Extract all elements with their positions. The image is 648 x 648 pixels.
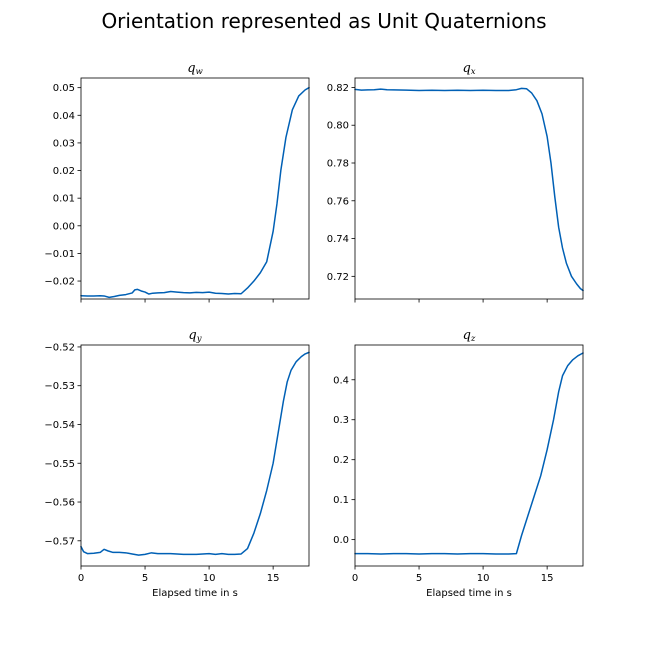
xtick-label: 5 — [416, 573, 422, 584]
ytick-label: 0.82 — [327, 83, 349, 94]
xtick-label: 5 — [142, 573, 148, 584]
ytick-label: 0.0 — [333, 535, 349, 546]
ytick-label: 0.03 — [53, 138, 75, 149]
subplot-title-base: q — [187, 61, 195, 76]
ytick-label: 0.00 — [53, 221, 75, 232]
axes-frame-qw — [80, 77, 310, 300]
subplot-qx: qx 0.72 0.74 0.76 0.78 0.80 0.82 — [327, 61, 584, 303]
ytick-label: 0.72 — [327, 272, 349, 283]
axes-frame-qy — [80, 344, 310, 567]
ytick-label: −0.52 — [44, 342, 75, 353]
ytick-label: 0.04 — [53, 111, 75, 122]
ytick-label: 0.3 — [333, 415, 349, 426]
xtick-label: 0 — [78, 573, 84, 584]
subplot-title-subscript: w — [196, 67, 204, 77]
figure-title: Orientation represented as Unit Quaterni… — [101, 9, 546, 33]
xaxis-label-qy: Elapsed time in s — [152, 588, 238, 599]
series-line-qz — [354, 352, 584, 555]
ytick-label: −0.02 — [44, 277, 75, 288]
ytick-label: −0.54 — [44, 420, 75, 431]
xaxis-label-qz: Elapsed time in s — [426, 588, 512, 599]
subplot-qw: qw −0.02 −0.01 0.00 0.01 0.02 0.03 0.04 0.05 — [44, 61, 310, 303]
subplot-title-base: q — [463, 328, 471, 343]
ytick-label: −0.01 — [44, 249, 75, 260]
subplot-title-subscript: z — [470, 334, 476, 344]
subplot-qz: qz 0.0 0.1 0.2 0.3 0.4 0 5 10 15 Elapsed time in s — [333, 328, 584, 599]
subplot-title-subscript: y — [196, 334, 202, 344]
ytick-label: 0.02 — [53, 166, 75, 177]
subplot-title-base: q — [188, 328, 196, 343]
subplot-grid: qw−0.02−0.010.000.010.020.030.040.05qx0.… — [44, 61, 584, 599]
subplot-title-qz: qz — [463, 328, 476, 344]
ytick-label: 0.80 — [327, 121, 349, 132]
subplot-title-base: q — [462, 61, 470, 76]
ytick-label: −0.57 — [44, 536, 75, 547]
ytick-label: 0.1 — [333, 495, 349, 506]
series-line-qy — [80, 351, 310, 556]
ytick-label: 0.05 — [53, 83, 75, 94]
ytick-label: −0.55 — [44, 459, 75, 470]
xtick-label: 15 — [541, 573, 554, 584]
series-line-qx — [354, 87, 584, 292]
axes-frame-qx — [354, 77, 584, 300]
ytick-label: 0.4 — [333, 375, 349, 386]
ytick-label: −0.56 — [44, 498, 75, 509]
ytick-label: 0.76 — [327, 196, 349, 207]
ytick-label: −0.53 — [44, 381, 75, 392]
subplot-title-qy: qy — [188, 328, 201, 344]
ytick-label: 0.01 — [53, 194, 75, 205]
series-line-qw — [80, 86, 310, 299]
subplot-title-qw: qw — [187, 61, 203, 77]
ytick-label: 0.2 — [333, 455, 349, 466]
ytick-label: 0.74 — [327, 234, 349, 245]
ytick-label: 0.78 — [327, 159, 349, 170]
xtick-label: 0 — [352, 573, 358, 584]
axes-frame-qz — [354, 344, 584, 567]
subplot-title-subscript: x — [471, 67, 476, 77]
subplot-qy: qy −0.57 −0.56 −0.55 −0.54 −0.53 −0.52 0 5 10 15 El… — [44, 328, 310, 599]
xtick-label: 15 — [267, 573, 280, 584]
xtick-label: 10 — [477, 573, 490, 584]
subplot-title-qx: qx — [462, 61, 475, 77]
xtick-label: 10 — [203, 573, 216, 584]
